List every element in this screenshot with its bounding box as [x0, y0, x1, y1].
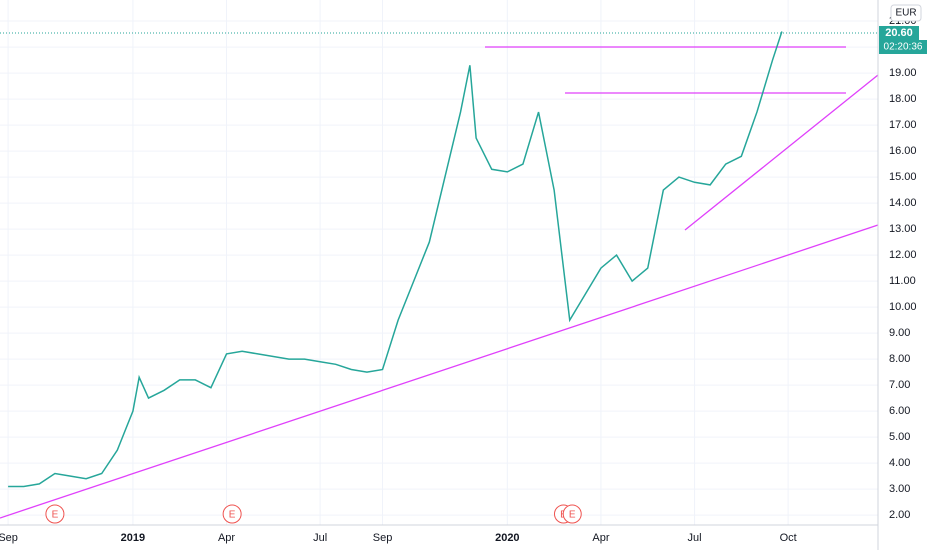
event-marker [562, 504, 582, 524]
countdown: 02:20:36 [884, 42, 923, 53]
x-tick-label: Oct [780, 532, 797, 544]
event-label: E [52, 510, 59, 521]
x-tick-label: Sep [373, 532, 393, 544]
y-tick-label: 19.00 [889, 67, 917, 79]
y-tick-label: 5.00 [889, 431, 910, 443]
trend-line [0, 224, 879, 519]
series [8, 31, 783, 488]
y-tick-label: 16.00 [889, 145, 917, 157]
y-tick-label: 18.00 [889, 93, 917, 105]
y-tick-label: 9.00 [889, 327, 910, 339]
event-label: E [229, 510, 236, 521]
y-tick-label: 13.00 [889, 223, 917, 235]
currency-box[interactable] [890, 4, 922, 22]
y-tick-label: 7.00 [889, 379, 910, 391]
y-tick-label: 11.00 [889, 275, 916, 287]
event-marker [45, 504, 65, 524]
event-label: E [569, 510, 576, 521]
y-tick-label: 3.00 [889, 483, 910, 495]
x-tick-label: 2020 [495, 532, 519, 544]
countdown-box [879, 40, 927, 54]
y-tick-label: 14.00 [889, 197, 917, 209]
price-line [8, 31, 783, 488]
y-axis: 2.00 3.00 4.00 5.00 6.00 7.00 8.00 9.00 10.00 11.… [889, 15, 917, 521]
y-tick-label: 6.00 [889, 405, 910, 417]
x-tick-label: Apr [592, 532, 609, 544]
y-tick-label: 8.00 [889, 353, 910, 365]
y-tick-label: 2.00 [889, 509, 910, 521]
last-price: 20.60 [885, 27, 913, 39]
y-tick-label: 10.00 [889, 301, 917, 313]
x-tick-label: Jul [688, 532, 702, 544]
x-tick-label: Apr [218, 532, 235, 544]
x-tick-label: Sep [0, 532, 18, 544]
y-tick-label: 15.00 [889, 171, 917, 183]
event-marker [222, 504, 242, 524]
x-tick-label: 2019 [121, 532, 145, 544]
y-tick-label: 4.00 [889, 457, 910, 469]
grid [0, 0, 878, 525]
y-tick-label: 17.00 [889, 119, 917, 131]
y-tick-label: 12.00 [889, 249, 917, 261]
x-tick-label: Jul [313, 532, 327, 544]
trend-line [684, 74, 879, 231]
last-price-box [879, 26, 919, 40]
currency: EUR [895, 8, 916, 19]
